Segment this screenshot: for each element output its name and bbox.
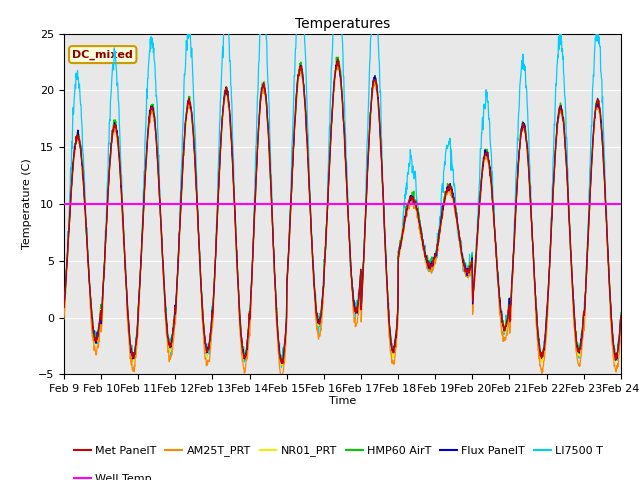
Legend: Well Temp: Well Temp [70,469,156,480]
Title: Temperatures: Temperatures [295,17,390,31]
X-axis label: Time: Time [329,396,356,406]
Text: DC_mixed: DC_mixed [72,49,133,60]
Y-axis label: Temperature (C): Temperature (C) [22,158,33,250]
